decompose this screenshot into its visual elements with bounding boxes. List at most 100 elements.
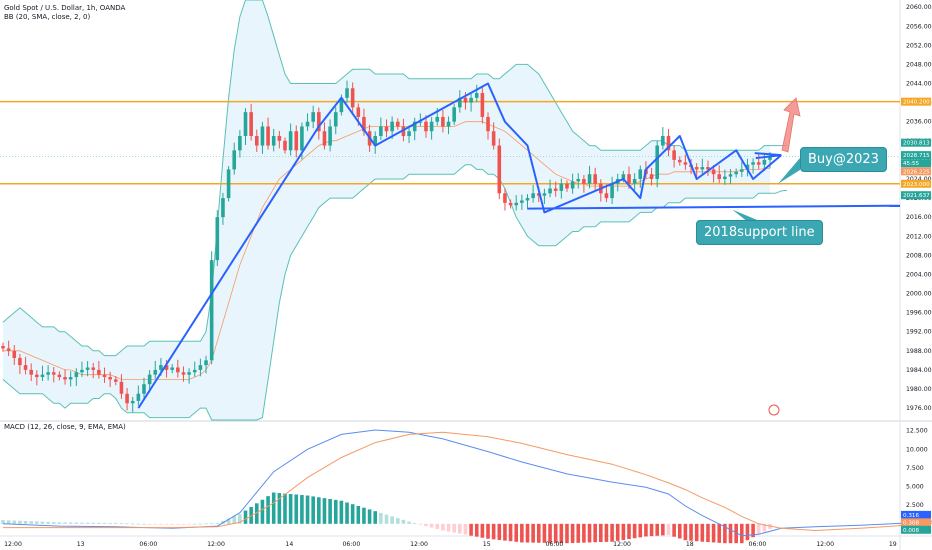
macd-hist-bar (97, 522, 101, 524)
macd-hist-bar (621, 523, 626, 540)
candle-body (768, 156, 772, 160)
candle-body (317, 112, 321, 132)
candle-body (328, 126, 332, 146)
macd-hist-bar (57, 522, 62, 524)
candle-body (277, 136, 282, 141)
macd-hist-bar (187, 523, 191, 525)
candle-body (649, 174, 654, 179)
candle-body (362, 116, 366, 132)
macd-hist-bar (390, 516, 394, 524)
candle-body (226, 169, 231, 199)
badge-bb-upper: 2030.813 (903, 141, 930, 147)
macd-hist-bar (40, 521, 45, 524)
macd-hist-bar (491, 523, 496, 540)
candle-body (85, 367, 90, 370)
candle-body (694, 167, 699, 170)
candle-body (469, 97, 473, 103)
badge-hist: 0.008 (903, 528, 919, 534)
candle-body (51, 372, 56, 375)
us-flag-icon (768, 404, 780, 416)
candle-body (108, 377, 112, 380)
candle-body (373, 136, 378, 146)
candle-body (345, 88, 349, 98)
price-tick-label: 1984.000 (906, 367, 932, 374)
candle-body (627, 174, 631, 184)
macd-hist-bar (68, 522, 73, 524)
macd-hist-bar (108, 523, 112, 524)
candle-body (503, 193, 507, 203)
candle-body (536, 193, 541, 196)
macd-hist-bar (745, 523, 750, 541)
candle-body (142, 384, 146, 394)
macd-hist-bar (638, 523, 643, 538)
macd-hist-bar (424, 523, 428, 527)
macd-hist-bar (587, 523, 592, 543)
macd-hist-bar (672, 523, 676, 537)
pattern-arrow (754, 152, 782, 160)
macd-hist-bar (683, 523, 688, 541)
candle-body (113, 379, 118, 382)
macd-hist-bar (429, 523, 434, 528)
candle-body (350, 88, 355, 108)
candle-body (723, 176, 727, 179)
macd-hist-bar (74, 522, 79, 524)
macd-hist-bar (441, 523, 445, 531)
macd-hist-bar (277, 493, 282, 524)
macd-hist-bar (570, 523, 575, 544)
candle-body (553, 188, 558, 191)
candle-body (125, 393, 129, 404)
macd-hist-bar (576, 523, 581, 543)
candle-body (429, 121, 434, 132)
macd-hist-bar (29, 521, 33, 524)
price-tick-label: 2008.000 (906, 252, 932, 259)
macd-hist-bar (508, 523, 513, 542)
price-tick-label: 2004.000 (906, 271, 932, 278)
macd-hist-bar (474, 523, 479, 537)
candle-body (209, 260, 214, 361)
price-tick-label: 2056.000 (906, 23, 932, 30)
macd-hist-bar (85, 522, 90, 524)
macd-hist-bar (418, 523, 423, 525)
candle-body (356, 107, 361, 117)
candle-body (655, 145, 660, 179)
macd-hist-bar (401, 519, 406, 524)
symbol-legend: Gold Spot / U.S. Dollar, 1h, OANDA (4, 4, 126, 12)
candle-body (300, 126, 304, 151)
macd-tick-label: 2.500 (906, 502, 924, 509)
badge-bb-upper-bg (901, 138, 931, 147)
badge-bb-lower-bg (901, 191, 931, 200)
badge-bb-lower: 2021.637 (903, 193, 930, 199)
candle-body (215, 217, 220, 261)
macd-hist-bar (525, 523, 530, 543)
candle-body (164, 365, 169, 370)
price-tick-label: 2024.000 (906, 176, 932, 183)
macd-hist-bar (339, 500, 344, 524)
badge-basis: 2026.225 (903, 169, 930, 175)
support-callout: 2018support line (696, 220, 823, 245)
time-tick-label: 06:00 (749, 541, 767, 548)
time-tick-label: 06:00 (342, 541, 360, 548)
candle-body (97, 369, 101, 375)
candle-body (119, 381, 124, 394)
candle-body (260, 126, 265, 146)
candle-body (452, 107, 456, 122)
macd-hist-bar (159, 523, 163, 525)
macd-hist-bar (740, 523, 744, 544)
candle-body (74, 372, 79, 378)
candle-body (198, 365, 203, 370)
macd-hist-bar (503, 523, 507, 541)
candle-body (604, 193, 609, 199)
candle-body (147, 374, 152, 385)
candle-body (407, 131, 411, 137)
candle-body (418, 121, 423, 123)
price-tick-label: 2060.000 (906, 4, 932, 11)
macd-hist-bar (582, 523, 586, 543)
time-tick-label: 18 (686, 541, 694, 548)
macd-hist-bar (136, 523, 141, 525)
candle-body (170, 367, 174, 370)
macd-hist-bar (18, 520, 22, 524)
candle-body (559, 183, 564, 191)
macd-hist-bar (119, 523, 124, 525)
badge-countdown-bg (901, 159, 931, 168)
